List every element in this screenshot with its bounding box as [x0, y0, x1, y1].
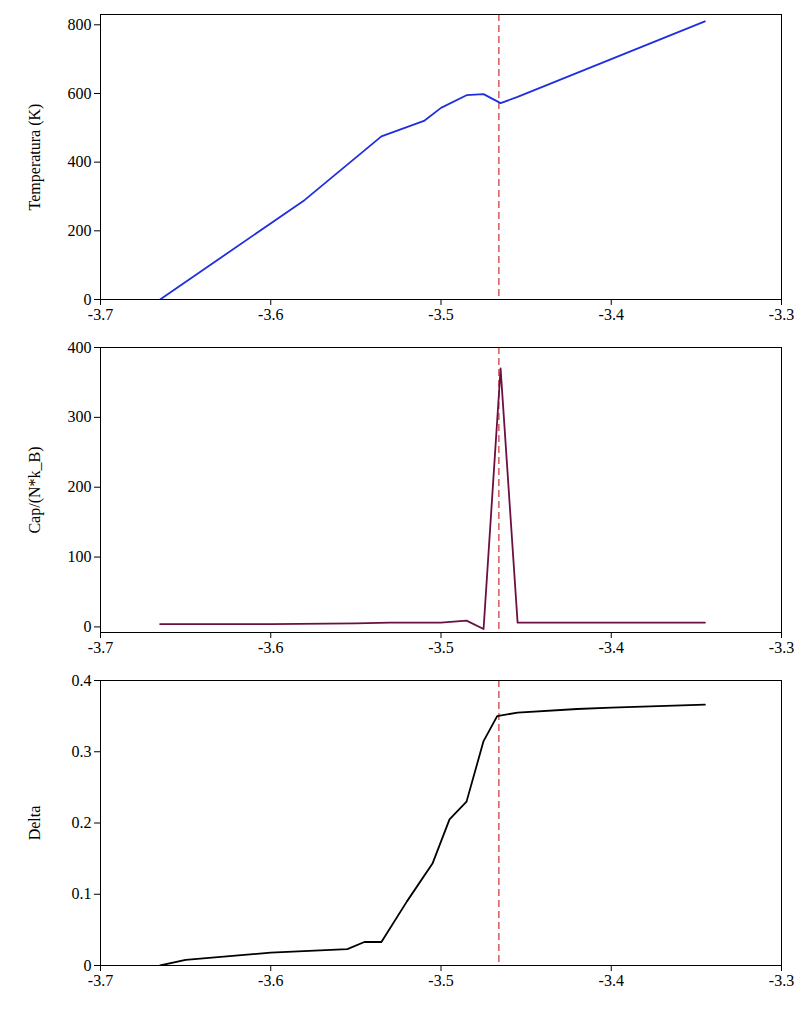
svg-text:0.1: 0.1: [72, 885, 92, 902]
svg-text:-3.4: -3.4: [599, 972, 624, 989]
svg-text:-3.3: -3.3: [769, 972, 794, 989]
svg-text:0: 0: [83, 290, 92, 308]
svg-text:600: 600: [68, 85, 92, 102]
svg-text:200: 200: [68, 478, 92, 495]
svg-text:-3.3: -3.3: [769, 639, 794, 656]
svg-text:-3.5: -3.5: [428, 306, 453, 323]
svg-text:-3.7: -3.7: [88, 972, 113, 989]
svg-text:-3.3: -3.3: [769, 306, 794, 323]
svg-text:400: 400: [68, 153, 92, 170]
svg-text:-3.7: -3.7: [88, 639, 113, 656]
svg-text:0: 0: [83, 956, 92, 974]
svg-text:Delta: Delta: [26, 806, 43, 841]
svg-text:-3.5: -3.5: [428, 639, 453, 656]
svg-text:-3.5: -3.5: [428, 972, 453, 989]
svg-text:0.4: 0.4: [72, 672, 92, 689]
svg-text:-3.4: -3.4: [599, 639, 624, 656]
svg-text:300: 300: [68, 408, 92, 425]
svg-text:-3.7: -3.7: [88, 306, 113, 323]
svg-text:-3.6: -3.6: [258, 639, 283, 656]
svg-text:0: 0: [84, 618, 92, 635]
svg-text:Cap/(N*k_B): Cap/(N*k_B): [26, 446, 44, 533]
svg-text:400: 400: [68, 339, 92, 356]
svg-text:0.2: 0.2: [72, 814, 92, 831]
svg-text:100: 100: [68, 548, 92, 565]
svg-text:200: 200: [68, 222, 92, 239]
svg-text:Temperatura (K): Temperatura (K): [26, 104, 44, 211]
svg-text:800: 800: [68, 16, 92, 33]
svg-text:0.3: 0.3: [72, 743, 92, 760]
svg-text:-3.6: -3.6: [258, 972, 283, 989]
svg-text:-3.6: -3.6: [258, 306, 283, 323]
svg-text:-3.4: -3.4: [599, 306, 624, 323]
